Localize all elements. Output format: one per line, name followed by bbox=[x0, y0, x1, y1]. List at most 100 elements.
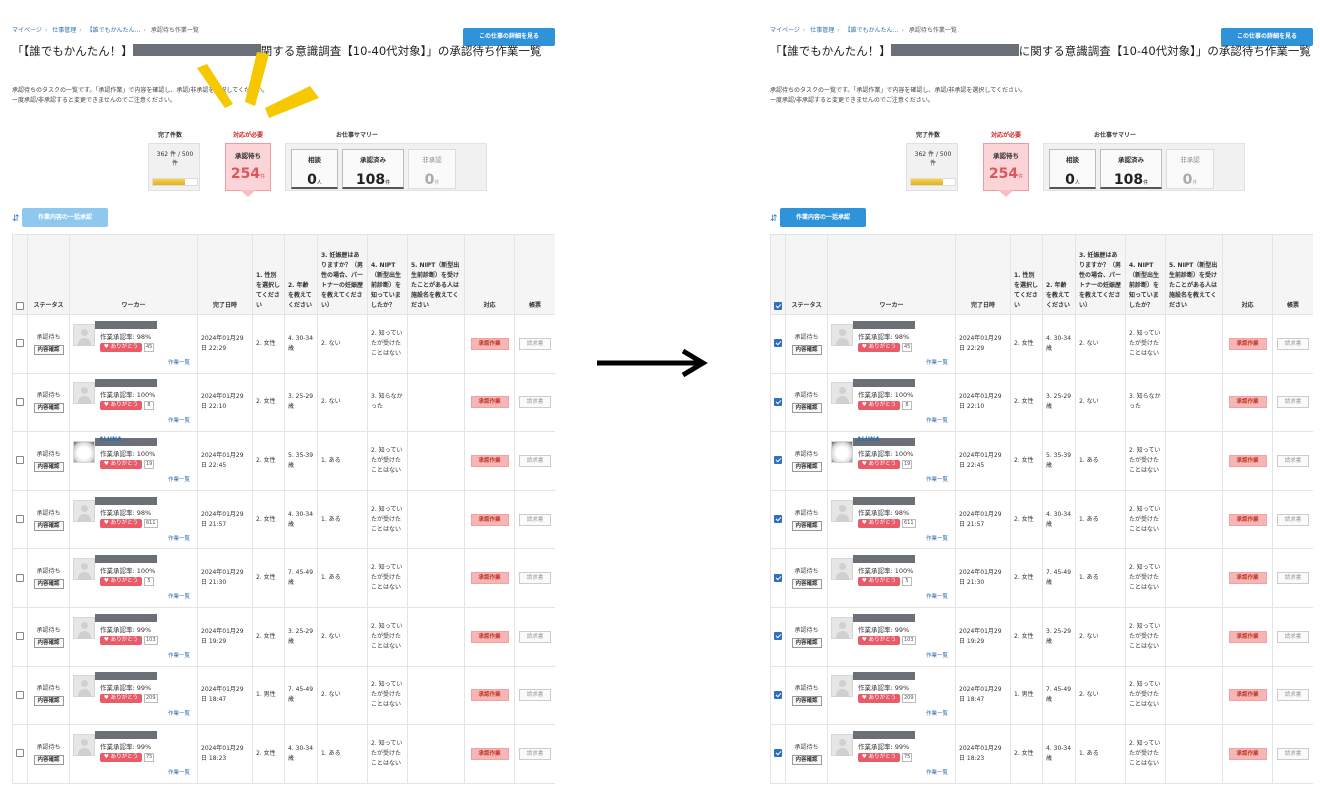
approve-work-button[interactable]: 承認作業 bbox=[470, 337, 509, 350]
work-list-link[interactable]: 作業一覧 bbox=[925, 711, 948, 718]
confirm-content-button[interactable]: 内容確認 bbox=[33, 754, 64, 765]
select-all-checkbox[interactable] bbox=[774, 301, 782, 310]
breadcrumb-job-management[interactable]: 仕事管理 bbox=[810, 27, 835, 34]
row-checkbox[interactable] bbox=[774, 397, 782, 406]
invoice-button[interactable]: 請求書 bbox=[1277, 513, 1309, 526]
confirm-content-button[interactable]: 内容確認 bbox=[33, 461, 64, 472]
breadcrumb-job-management[interactable]: 仕事管理 bbox=[52, 27, 77, 34]
row-checkbox[interactable] bbox=[774, 573, 782, 582]
row-checkbox[interactable] bbox=[16, 573, 24, 582]
row-checkbox[interactable] bbox=[774, 515, 782, 524]
invoice-button[interactable]: 請求書 bbox=[519, 689, 551, 702]
confirm-content-button[interactable]: 内容確認 bbox=[33, 344, 64, 355]
work-list-link[interactable]: 作業一覧 bbox=[925, 594, 948, 601]
confirm-content-button[interactable]: 内容確認 bbox=[791, 403, 822, 414]
row-checkbox[interactable] bbox=[774, 456, 782, 465]
avatar[interactable] bbox=[73, 323, 95, 346]
approved-card[interactable]: 承認済み 108件 bbox=[342, 149, 404, 189]
avatar[interactable] bbox=[831, 323, 853, 346]
row-checkbox[interactable] bbox=[774, 690, 782, 699]
approve-work-button[interactable]: 承認作業 bbox=[1228, 689, 1267, 702]
breadcrumb-mypage[interactable]: マイページ bbox=[770, 27, 800, 34]
approved-card[interactable]: 承認済み 108件 bbox=[1100, 149, 1162, 189]
row-checkbox[interactable] bbox=[16, 515, 24, 524]
confirm-content-button[interactable]: 内容確認 bbox=[33, 520, 64, 531]
row-checkbox[interactable] bbox=[774, 632, 782, 641]
avatar[interactable] bbox=[831, 616, 853, 639]
avatar[interactable] bbox=[831, 440, 853, 463]
confirm-content-button[interactable]: 内容確認 bbox=[791, 637, 822, 648]
job-detail-button[interactable]: この仕事の詳細を見る bbox=[1221, 28, 1313, 46]
confirm-content-button[interactable]: 内容確認 bbox=[791, 579, 822, 590]
work-list-link[interactable]: 作業一覧 bbox=[167, 711, 190, 718]
confirm-content-button[interactable]: 内容確認 bbox=[791, 461, 822, 472]
job-detail-button[interactable]: この仕事の詳細を見る bbox=[463, 28, 555, 46]
avatar[interactable] bbox=[73, 499, 95, 522]
row-checkbox[interactable] bbox=[16, 339, 24, 348]
thanks-badge[interactable]: ♥ ありがとう bbox=[858, 459, 900, 469]
rejected-card[interactable]: 非承認 0件 bbox=[1166, 149, 1214, 189]
confirm-content-button[interactable]: 内容確認 bbox=[791, 696, 822, 707]
avatar[interactable] bbox=[73, 733, 95, 756]
thanks-badge[interactable]: ♥ ありがとう bbox=[100, 752, 142, 762]
work-list-link[interactable]: 作業一覧 bbox=[925, 359, 948, 366]
avatar[interactable] bbox=[73, 382, 95, 405]
avatar[interactable] bbox=[73, 616, 95, 639]
row-checkbox[interactable] bbox=[774, 339, 782, 348]
confirm-content-button[interactable]: 内容確認 bbox=[791, 344, 822, 355]
avatar[interactable] bbox=[73, 440, 95, 463]
approve-work-button[interactable]: 承認作業 bbox=[1228, 572, 1267, 585]
confirm-content-button[interactable]: 内容確認 bbox=[33, 579, 64, 590]
approve-work-button[interactable]: 承認作業 bbox=[1228, 630, 1267, 643]
consult-card[interactable]: 相談 0人 bbox=[1049, 149, 1096, 189]
work-list-link[interactable]: 作業一覧 bbox=[167, 594, 190, 601]
work-list-link[interactable]: 作業一覧 bbox=[167, 476, 190, 483]
invoice-button[interactable]: 請求書 bbox=[519, 513, 551, 526]
rejected-card[interactable]: 非承認 0件 bbox=[408, 149, 456, 189]
invoice-button[interactable]: 請求書 bbox=[1277, 396, 1309, 409]
pending-approval-card[interactable]: 承認待ち 254件 bbox=[225, 143, 271, 191]
bulk-approve-button[interactable]: 作業内容の一括承認 bbox=[780, 208, 866, 227]
avatar[interactable] bbox=[831, 382, 853, 405]
breadcrumb-mypage[interactable]: マイページ bbox=[12, 27, 42, 34]
work-list-link[interactable]: 作業一覧 bbox=[925, 476, 948, 483]
confirm-content-button[interactable]: 内容確認 bbox=[33, 637, 64, 648]
row-checkbox[interactable] bbox=[16, 690, 24, 699]
worker-name[interactable]: ALUNA bbox=[857, 435, 880, 443]
thanks-badge[interactable]: ♥ ありがとう bbox=[100, 518, 142, 528]
work-list-link[interactable]: 作業一覧 bbox=[925, 769, 948, 776]
approve-work-button[interactable]: 承認作業 bbox=[470, 572, 509, 585]
invoice-button[interactable]: 請求書 bbox=[1277, 689, 1309, 702]
select-all-checkbox[interactable] bbox=[16, 301, 24, 310]
approve-work-button[interactable]: 承認作業 bbox=[470, 747, 509, 760]
thanks-badge[interactable]: ♥ ありがとう bbox=[858, 401, 900, 411]
row-checkbox[interactable] bbox=[16, 632, 24, 641]
invoice-button[interactable]: 請求書 bbox=[1277, 454, 1309, 467]
row-checkbox[interactable] bbox=[16, 456, 24, 465]
work-list-link[interactable]: 作業一覧 bbox=[167, 769, 190, 776]
avatar[interactable] bbox=[831, 558, 853, 581]
breadcrumb-job[interactable]: 【誰でもかんたん… bbox=[86, 27, 141, 34]
approve-work-button[interactable]: 承認作業 bbox=[470, 630, 509, 643]
confirm-content-button[interactable]: 内容確認 bbox=[791, 754, 822, 765]
work-list-link[interactable]: 作業一覧 bbox=[925, 535, 948, 542]
invoice-button[interactable]: 請求書 bbox=[519, 454, 551, 467]
invoice-button[interactable]: 請求書 bbox=[1277, 630, 1309, 643]
avatar[interactable] bbox=[73, 675, 95, 698]
confirm-content-button[interactable]: 内容確認 bbox=[33, 403, 64, 414]
avatar[interactable] bbox=[831, 499, 853, 522]
invoice-button[interactable]: 請求書 bbox=[519, 747, 551, 760]
worker-name[interactable]: ALUNA bbox=[99, 435, 122, 443]
invoice-button[interactable]: 請求書 bbox=[519, 396, 551, 409]
thanks-badge[interactable]: ♥ ありがとう bbox=[100, 401, 142, 411]
approve-work-button[interactable]: 承認作業 bbox=[1228, 337, 1267, 350]
invoice-button[interactable]: 請求書 bbox=[519, 337, 551, 350]
thanks-badge[interactable]: ♥ ありがとう bbox=[858, 518, 900, 528]
work-list-link[interactable]: 作業一覧 bbox=[167, 359, 190, 366]
approve-work-button[interactable]: 承認作業 bbox=[1228, 747, 1267, 760]
thanks-badge[interactable]: ♥ ありがとう bbox=[100, 577, 142, 587]
approve-work-button[interactable]: 承認作業 bbox=[470, 454, 509, 467]
invoice-button[interactable]: 請求書 bbox=[519, 572, 551, 585]
consult-card[interactable]: 相談 0人 bbox=[291, 149, 338, 189]
invoice-button[interactable]: 請求書 bbox=[1277, 337, 1309, 350]
